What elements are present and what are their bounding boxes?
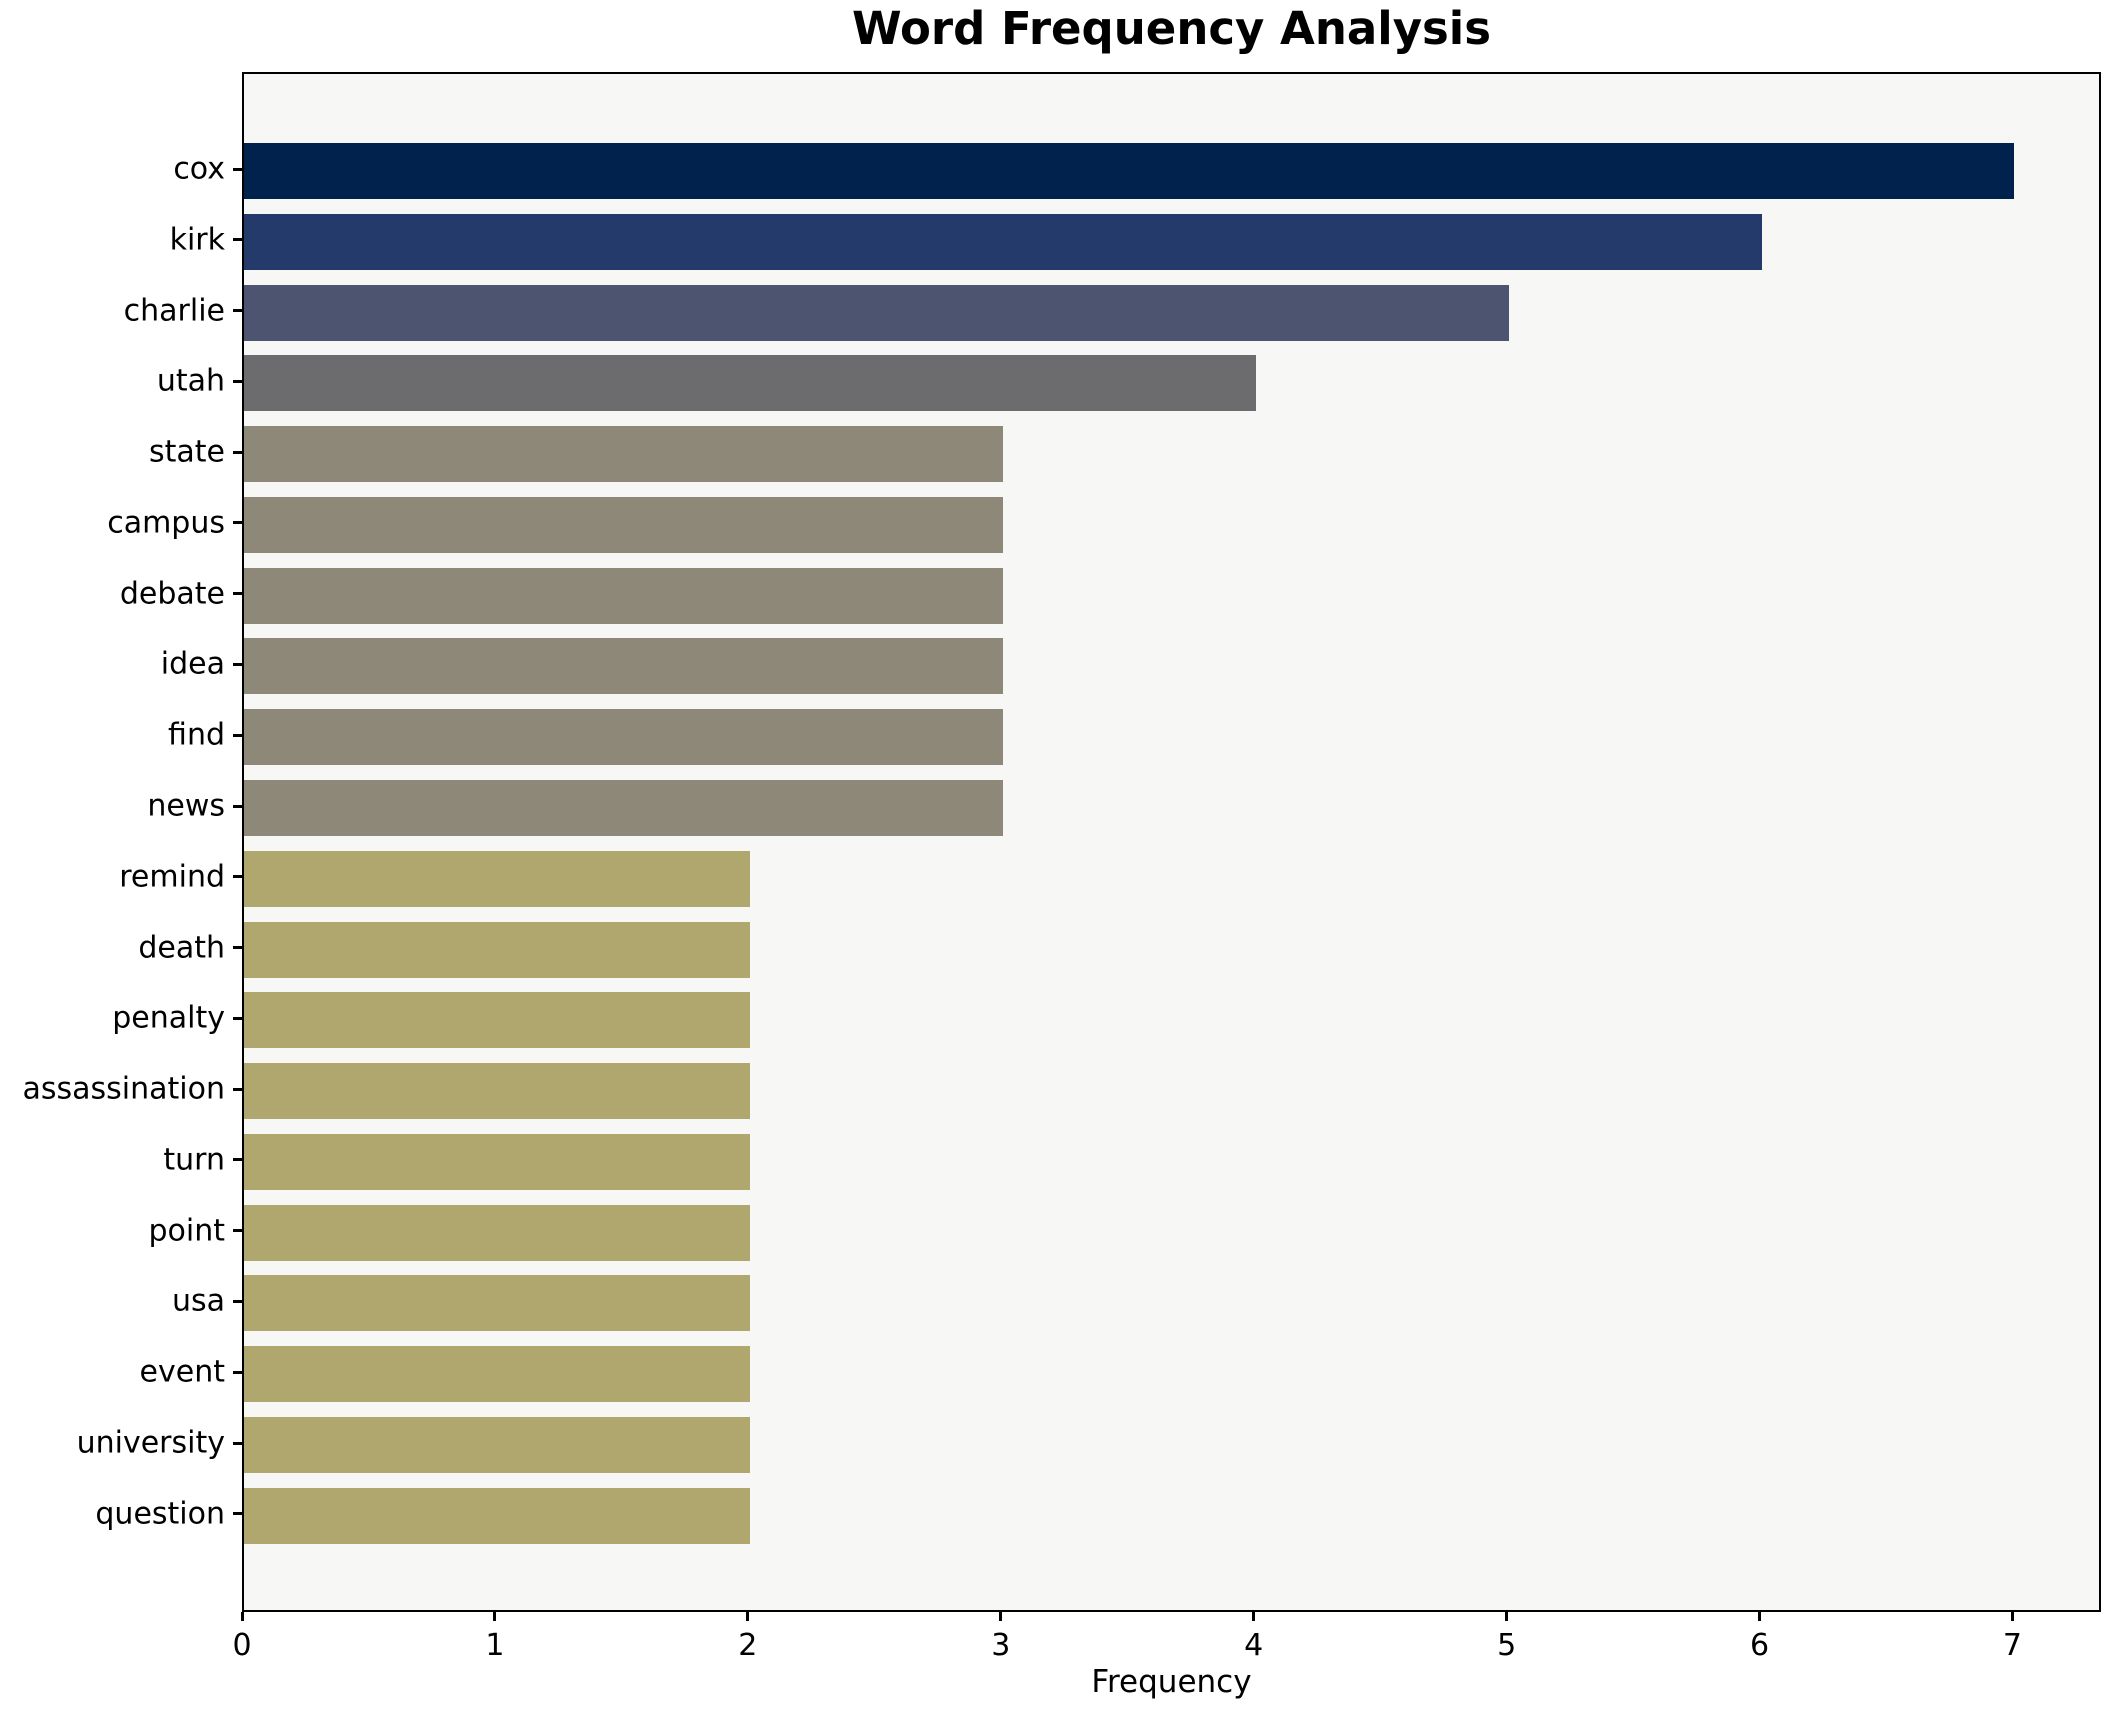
y-tick-mark [233, 1441, 242, 1445]
x-tick-label: 2 [738, 1628, 758, 1663]
y-tick-mark [233, 1299, 242, 1303]
x-tick-label: 6 [1750, 1628, 1770, 1663]
y-tick-mark [233, 450, 242, 454]
x-tick-mark [999, 1612, 1003, 1621]
plot-area [242, 72, 2101, 1612]
bar-university [244, 1417, 750, 1474]
bar-campus [244, 496, 1003, 553]
x-tick-label: 5 [1497, 1628, 1517, 1663]
x-tick-label: 4 [1244, 1628, 1264, 1663]
y-tick-mark [233, 592, 242, 596]
y-axis: cox kirk charlie utah state campus debate idea f… [0, 72, 226, 1612]
bar-question [244, 1487, 750, 1544]
bar-idea [244, 638, 1003, 695]
y-tick-label: penalty [112, 1000, 225, 1036]
y-tick-label: event [139, 1354, 225, 1390]
bar-turn [244, 1133, 750, 1190]
y-tick-label: utah [156, 363, 225, 399]
y-tick-label: news [147, 788, 225, 824]
y-tick-label: death [138, 930, 225, 966]
x-axis-label: Frequency [1091, 1664, 1252, 1700]
y-tick-mark [233, 167, 242, 171]
bar-utah [244, 355, 1256, 412]
x-tick-mark [746, 1612, 750, 1621]
y-tick-mark [233, 875, 242, 879]
y-tick-label: state [149, 434, 225, 470]
x-tick-mark [1758, 1612, 1762, 1621]
bar-event [244, 1346, 750, 1403]
x-tick-label: 0 [232, 1628, 252, 1663]
bar-state [244, 426, 1003, 483]
y-tick-label: question [95, 1496, 225, 1532]
y-tick-label: idea [160, 646, 225, 682]
bar-death [244, 921, 750, 978]
bar-debate [244, 567, 1003, 624]
y-tick-label: find [168, 717, 225, 753]
y-tick-mark [233, 804, 242, 808]
x-tick-label: 7 [2002, 1628, 2023, 1663]
y-tick-mark [233, 1229, 242, 1233]
bar-point [244, 1204, 750, 1261]
bar-assassination [244, 1063, 750, 1120]
bar-kirk [244, 213, 1762, 270]
y-tick-mark [233, 1512, 242, 1516]
y-tick-mark [233, 1016, 242, 1020]
x-tick-label: 1 [485, 1628, 505, 1663]
x-tick-mark [1252, 1612, 1256, 1621]
bar-cox [244, 143, 2015, 199]
bar-charlie [244, 284, 1509, 341]
y-tick-mark [233, 946, 242, 950]
y-tick-label: campus [107, 505, 225, 541]
y-tick-mark [233, 1370, 242, 1374]
bar-find [244, 709, 1003, 766]
y-tick-mark [233, 1158, 242, 1162]
bar-news [244, 780, 1003, 837]
bar-penalty [244, 992, 750, 1049]
y-tick-label: turn [163, 1142, 225, 1178]
y-tick-label: charlie [123, 293, 225, 329]
y-tick-label: debate [119, 576, 225, 612]
y-tick-label: kirk [169, 222, 225, 258]
x-tick-mark [493, 1612, 497, 1621]
y-tick-mark [233, 662, 242, 666]
y-tick-label: point [148, 1213, 225, 1249]
bar-usa [244, 1275, 750, 1332]
y-tick-mark [233, 521, 242, 525]
y-tick-label: cox [173, 151, 225, 187]
y-tick-mark [233, 309, 242, 313]
y-tick-label: usa [171, 1283, 225, 1319]
y-tick-label: university [76, 1425, 225, 1461]
x-tick-mark [2010, 1612, 2014, 1621]
y-tick-mark [233, 379, 242, 383]
x-tick-mark [1505, 1612, 1509, 1621]
y-tick-mark [233, 1087, 242, 1091]
bar-remind [244, 850, 750, 907]
chart-title: Word Frequency Analysis [851, 2, 1492, 55]
y-tick-mark [233, 733, 242, 737]
y-tick-label: assassination [22, 1071, 226, 1107]
y-tick-label: remind [119, 859, 225, 895]
y-tick-mark [233, 238, 242, 242]
x-tick-label: 3 [991, 1628, 1011, 1663]
x-tick-mark [240, 1612, 244, 1621]
